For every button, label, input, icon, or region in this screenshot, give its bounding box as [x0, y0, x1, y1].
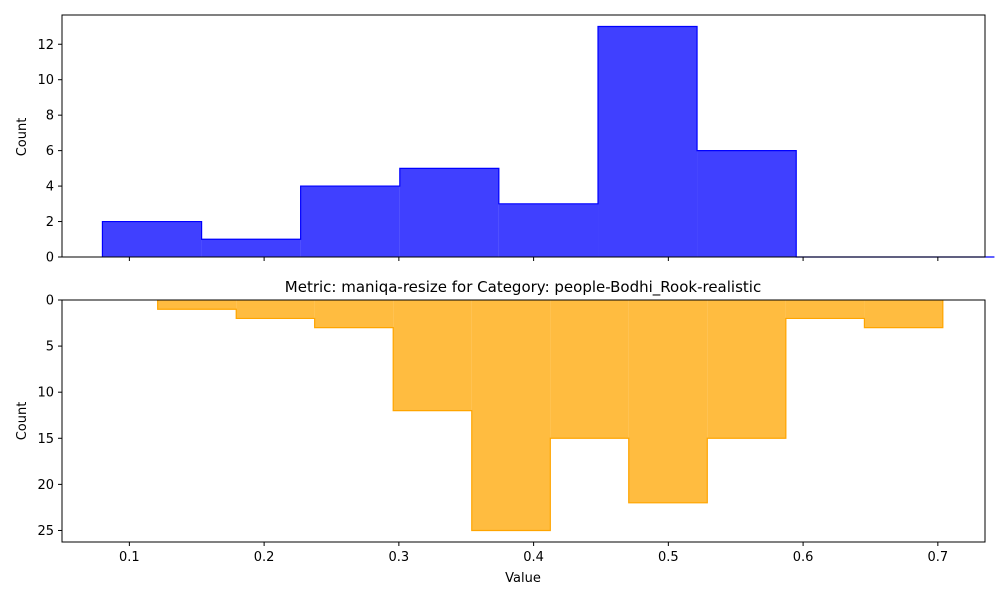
- bottom-bar-8: [785, 300, 865, 319]
- bottom-plot-frame: [61, 299, 986, 543]
- top-bar-6: [697, 150, 797, 257]
- top-y-tick-label-5: 10: [37, 73, 54, 88]
- bottom-bar-4: [471, 300, 551, 531]
- bottom-x-tick-label-4: 0.5: [658, 550, 679, 565]
- top-bar-4: [498, 203, 599, 257]
- bottom-histogram-outline: [157, 300, 944, 532]
- top-y-tick-label-2: 4: [46, 180, 54, 195]
- bottom-y-tick-label-0: 0: [46, 294, 54, 309]
- top-y-tick-label-1: 2: [46, 215, 54, 230]
- bottom-bar-2: [314, 300, 394, 328]
- bottom-y-tick-label-1: 5: [46, 340, 54, 355]
- bottom-x-tick-label-5: 0.6: [793, 550, 814, 565]
- chart-title: Metric: maniqa-resize for Category: peop…: [285, 278, 761, 297]
- top-y-axis-label: Count: [15, 118, 30, 157]
- bottom-x-tick-label-3: 0.4: [523, 550, 544, 565]
- top-y-tick-label-3: 6: [46, 144, 54, 159]
- bottom-y-tick-label-3: 15: [37, 432, 54, 447]
- top-bar-0: [102, 221, 202, 257]
- bottom-y-tick-label-2: 10: [37, 386, 54, 401]
- bottom-bar-0: [157, 300, 237, 310]
- top-bar-2: [300, 186, 400, 257]
- bottom-y-tick-label-5: 25: [37, 524, 54, 539]
- top-histogram-outline: [101, 25, 995, 258]
- bottom-bar-9: [864, 300, 943, 328]
- top-y-tick-label-0: 0: [46, 251, 54, 266]
- bottom-x-tick-label-1: 0.2: [254, 550, 275, 565]
- x-axis-label: Value: [505, 571, 541, 586]
- bottom-y-axis-label: Count: [15, 402, 30, 441]
- top-bar-5: [598, 26, 698, 258]
- top-bar-1: [201, 239, 301, 257]
- top-y-tick-label-4: 8: [46, 109, 54, 124]
- top-bar-3: [399, 168, 499, 257]
- bottom-histogram-panel: 0 5 10 15 20 25 0.1 0.2 0.3 0.4 0.5 0.6 0.7: [37, 294, 986, 565]
- bottom-bar-6: [628, 300, 708, 503]
- bottom-x-tick-label-2: 0.3: [389, 550, 410, 565]
- bottom-bar-1: [236, 300, 315, 319]
- top-histogram-panel: 0 2 4 6 8 10 12: [37, 14, 995, 266]
- bottom-x-tick-label-6: 0.7: [927, 550, 948, 565]
- bottom-bar-5: [550, 300, 629, 439]
- top-plot-frame: [61, 14, 986, 258]
- bottom-x-tick-label-0: 0.1: [119, 550, 140, 565]
- top-y-tick-label-6: 12: [37, 38, 54, 53]
- bottom-bar-7: [707, 300, 786, 439]
- bottom-bar-3: [393, 300, 472, 411]
- bottom-y-tick-label-4: 20: [37, 478, 54, 493]
